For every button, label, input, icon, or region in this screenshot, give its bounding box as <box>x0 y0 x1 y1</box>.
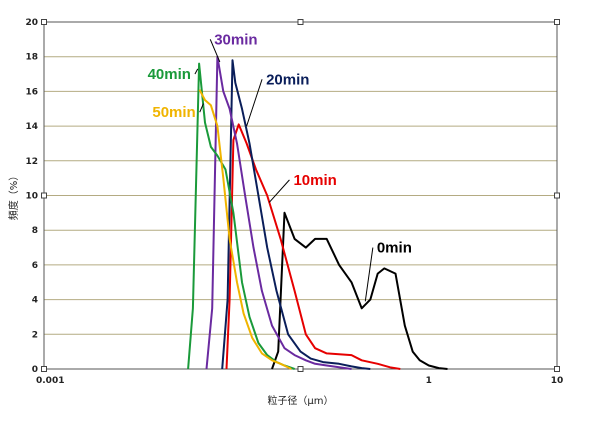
x-tick-label: 1 <box>426 376 432 386</box>
gridlines <box>44 56 557 335</box>
x-tick-label: 10 <box>551 376 564 386</box>
selection-handle[interactable] <box>297 366 304 372</box>
x-tick-label: 0.001 <box>36 376 64 386</box>
x-axis: 0.001 1 10 <box>36 376 563 386</box>
y-axis: 0 2 4 6 8 10 12 14 16 18 20 <box>25 18 38 375</box>
series-line-10min <box>225 123 401 370</box>
selection-handle[interactable] <box>41 192 47 199</box>
y-tick-label: 16 <box>25 87 38 97</box>
y-tick-label: 10 <box>25 192 38 202</box>
series-labels: 0min 10min 20min 30min 40min 50min <box>148 31 412 302</box>
y-tick-label: 0 <box>32 365 38 375</box>
selection-handles <box>41 19 560 372</box>
selection-handle[interactable] <box>554 19 560 25</box>
y-tick-label: 18 <box>25 53 38 63</box>
leader-line <box>246 79 263 127</box>
series-lines <box>187 55 448 370</box>
y-axis-title: 頻度（%） <box>7 171 20 221</box>
y-tick-label: 6 <box>32 261 38 271</box>
series-label-20min: 20min <box>266 71 309 88</box>
y-tick-label: 20 <box>25 18 38 28</box>
leader-line <box>364 247 374 302</box>
series-line-50min <box>198 89 292 370</box>
y-tick-label: 14 <box>25 122 38 132</box>
series-label-10min: 10min <box>293 172 336 189</box>
selection-handle[interactable] <box>554 366 560 372</box>
leader-line <box>209 39 221 63</box>
series-line-20min <box>221 59 371 370</box>
y-tick-label: 4 <box>32 296 38 306</box>
leader-line <box>194 68 199 75</box>
y-tick-label: 12 <box>25 157 38 167</box>
series-line-40min <box>187 62 295 370</box>
series-line-0min <box>271 211 448 370</box>
selection-handle[interactable] <box>297 19 304 25</box>
selection-handle[interactable] <box>554 192 560 199</box>
series-label-30min: 30min <box>214 31 257 48</box>
series-line-30min <box>205 55 352 370</box>
selection-handle[interactable] <box>41 19 47 25</box>
series-label-40min: 40min <box>148 66 191 83</box>
series-label-0min: 0min <box>377 240 412 257</box>
leader-line <box>268 179 290 203</box>
y-tick-label: 8 <box>32 226 38 236</box>
series-label-50min: 50min <box>152 104 195 121</box>
y-tick-label: 2 <box>32 330 38 340</box>
leader-line <box>199 103 204 113</box>
selection-handle[interactable] <box>41 366 47 372</box>
x-axis-title: 粒子径（μm） <box>267 394 333 407</box>
